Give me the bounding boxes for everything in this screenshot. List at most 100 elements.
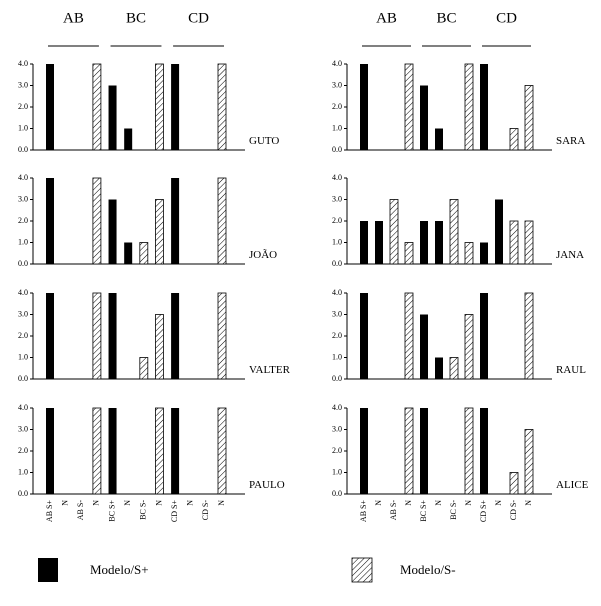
- bar: [108, 408, 117, 494]
- y-tick-label: 1.0: [18, 352, 28, 361]
- panel-label: SARA: [556, 135, 585, 147]
- bar: [435, 221, 443, 264]
- group-label: AB: [63, 10, 84, 26]
- bar: [92, 292, 102, 380]
- bar: [46, 64, 54, 150]
- bar: [155, 63, 164, 151]
- y-tick-label: 0.0: [18, 259, 28, 268]
- bar: [124, 242, 133, 264]
- bar: [420, 85, 428, 150]
- x-tick-label: N: [186, 500, 195, 506]
- bar: [217, 292, 227, 380]
- bar: [464, 63, 474, 151]
- panel-label: RAUL: [556, 364, 586, 376]
- group-label: BC: [436, 10, 456, 26]
- bar: [404, 407, 414, 495]
- x-tick-label: N: [154, 500, 163, 506]
- x-tick-label: AB S+: [359, 500, 368, 523]
- y-tick-label: 0.0: [332, 145, 342, 154]
- bar: [92, 407, 102, 495]
- y-tick-label: 1.0: [18, 123, 28, 132]
- bar: [92, 63, 102, 151]
- bar: [108, 199, 117, 264]
- x-tick-label: AB S-: [389, 500, 398, 521]
- y-tick-label: 4.0: [332, 288, 342, 297]
- y-tick-label: 1.0: [18, 467, 28, 476]
- panel-label: ALICE: [556, 479, 589, 491]
- bar: [217, 63, 227, 151]
- bar: [124, 128, 133, 150]
- bar: [171, 178, 180, 264]
- y-tick-label: 2.0: [18, 102, 28, 111]
- bar: [464, 407, 474, 495]
- group-label: CD: [188, 10, 209, 26]
- bar: [524, 85, 534, 151]
- x-tick-label: AB S-: [76, 500, 85, 521]
- y-tick-label: 3.0: [18, 80, 28, 89]
- bar: [389, 199, 399, 265]
- bar: [155, 314, 164, 380]
- bar: [217, 407, 227, 495]
- bar: [139, 357, 149, 380]
- bar: [360, 64, 368, 150]
- y-tick-label: 4.0: [332, 403, 342, 412]
- y-tick-label: 1.0: [332, 467, 342, 476]
- y-tick-label: 1.0: [18, 237, 28, 246]
- panel-label: PAULO: [249, 479, 285, 491]
- y-tick-label: 2.0: [332, 102, 342, 111]
- x-tick-label: CD S-: [509, 500, 518, 521]
- y-tick-label: 4.0: [18, 59, 28, 68]
- bar: [464, 314, 474, 380]
- x-tick-label: N: [524, 500, 533, 506]
- bar: [449, 357, 459, 380]
- x-tick-label: N: [92, 500, 101, 506]
- y-tick-label: 3.0: [332, 424, 342, 433]
- bar: [464, 242, 474, 265]
- bar: [92, 177, 102, 265]
- x-tick-label: CD S+: [479, 500, 488, 523]
- x-tick-label: N: [217, 500, 226, 506]
- bar: [155, 407, 164, 495]
- y-tick-label: 4.0: [332, 59, 342, 68]
- bar: [480, 64, 488, 150]
- legend-label: Modelo/S+: [90, 562, 149, 577]
- bar: [524, 292, 534, 380]
- y-tick-label: 4.0: [18, 288, 28, 297]
- x-tick-label: CD S-: [201, 500, 210, 521]
- bar: [46, 293, 54, 379]
- bar: [375, 221, 383, 264]
- y-tick-label: 2.0: [332, 216, 342, 225]
- y-tick-label: 4.0: [18, 173, 28, 182]
- y-tick-label: 3.0: [18, 424, 28, 433]
- bar: [449, 199, 459, 265]
- y-tick-label: 3.0: [18, 194, 28, 203]
- bar: [524, 220, 534, 265]
- x-tick-label: N: [434, 500, 443, 506]
- x-tick-label: N: [404, 500, 413, 506]
- group-label: CD: [496, 10, 517, 26]
- y-tick-label: 0.0: [332, 374, 342, 383]
- y-tick-label: 3.0: [332, 194, 342, 203]
- y-tick-label: 0.0: [332, 489, 342, 498]
- bar: [139, 242, 149, 265]
- y-tick-label: 0.0: [18, 145, 28, 154]
- bar: [524, 429, 534, 495]
- y-tick-label: 1.0: [332, 123, 342, 132]
- y-tick-label: 4.0: [332, 173, 342, 182]
- x-tick-label: BC S-: [449, 500, 458, 520]
- bar: [480, 408, 488, 494]
- bar: [404, 63, 414, 151]
- panel-label: JOÃO: [249, 249, 277, 261]
- bar: [495, 199, 503, 264]
- y-tick-label: 1.0: [332, 237, 342, 246]
- bar: [46, 408, 54, 494]
- group-label: BC: [126, 10, 146, 26]
- bar: [435, 357, 443, 379]
- y-tick-label: 3.0: [18, 309, 28, 318]
- bar: [171, 64, 180, 150]
- bar: [108, 293, 117, 379]
- x-tick-label: AB S+: [45, 500, 54, 523]
- x-tick-label: N: [374, 500, 383, 506]
- legend-label: Modelo/S-: [400, 562, 456, 577]
